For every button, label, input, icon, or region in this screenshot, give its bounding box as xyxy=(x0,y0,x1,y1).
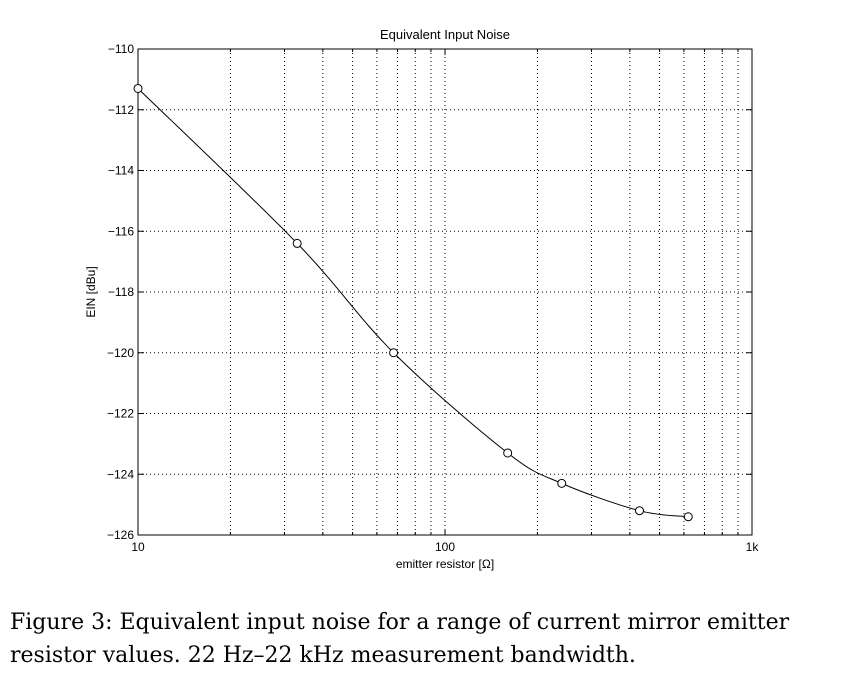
x-tick-label: 10 xyxy=(131,540,145,554)
y-tick-label: −116 xyxy=(108,224,134,238)
axis-ticks xyxy=(137,48,753,536)
data-point xyxy=(133,83,143,93)
y-tick-label: −122 xyxy=(107,407,134,421)
grid xyxy=(138,49,752,535)
data-point xyxy=(634,506,644,516)
figure-caption: Figure 3: Equivalent input noise for a r… xyxy=(10,610,790,668)
data-point xyxy=(557,478,567,488)
x-axis-title: emitter resistor [Ω] xyxy=(396,557,494,571)
y-tick-label: −126 xyxy=(107,528,134,542)
y-axis-title: EIN [dBu] xyxy=(84,266,98,317)
series-curve xyxy=(137,88,689,518)
data-point xyxy=(503,448,513,458)
ein-chart: Equivalent Input Noise −110−112−114−116−… xyxy=(84,27,759,571)
data-point xyxy=(292,238,302,248)
data-point xyxy=(683,512,693,522)
data-point xyxy=(389,348,399,358)
x-tick-label: 1k xyxy=(746,540,760,554)
y-tick-label: −124 xyxy=(107,467,134,481)
y-tick-label: −110 xyxy=(108,42,134,56)
y-tick-label: −120 xyxy=(107,346,134,360)
y-tick-label: −114 xyxy=(108,164,134,178)
y-tick-label: −118 xyxy=(108,285,134,299)
chart-title: Equivalent Input Noise xyxy=(380,27,510,42)
series-markers xyxy=(133,83,693,522)
x-tick-label: 100 xyxy=(435,540,455,554)
y-tick-label: −112 xyxy=(108,103,134,117)
series-line xyxy=(137,88,689,518)
